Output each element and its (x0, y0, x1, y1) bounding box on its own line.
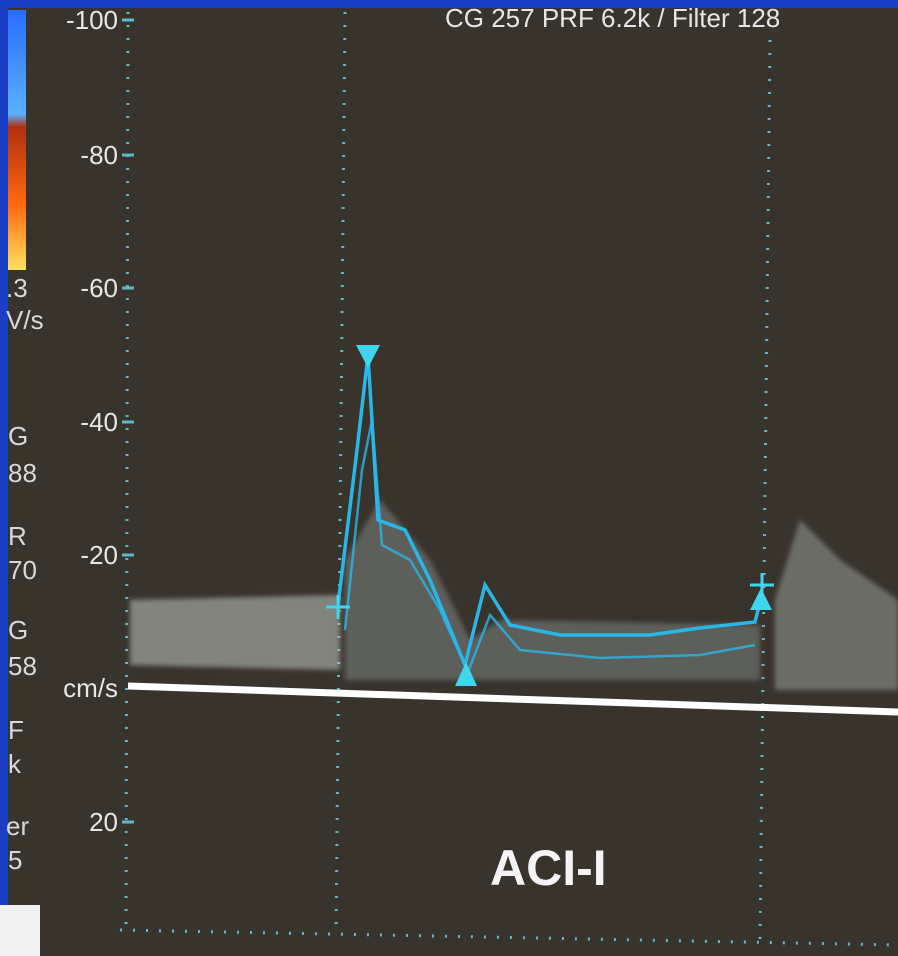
side-label: R (8, 521, 27, 551)
axis-tick-label: 20 (89, 807, 118, 837)
side-label: 5 (8, 845, 22, 875)
side-label: 88 (8, 458, 37, 488)
axis-tick-label: -40 (80, 407, 118, 437)
axis-tick-label: -60 (80, 273, 118, 303)
side-label: G (8, 421, 28, 451)
side-label: 58 (8, 651, 37, 681)
ultrasound-screen: CG 257 PRF 6.2k / Filter 128 -100 -80 -6… (0, 0, 898, 956)
axis-tick-label: -100 (66, 5, 118, 35)
side-label: F (8, 715, 24, 745)
axis-tick-label: -20 (80, 540, 118, 570)
color-bar (8, 10, 26, 270)
side-label: G (8, 615, 28, 645)
side-label: k (8, 749, 22, 779)
side-label: V/s (6, 305, 44, 335)
axis-tick-label: -80 (80, 140, 118, 170)
header-settings: CG 257 PRF 6.2k / Filter 128 (445, 3, 780, 33)
vessel-label: ACI-I (490, 840, 607, 896)
side-label: .3 (6, 273, 28, 303)
side-label: 70 (8, 555, 37, 585)
corner-patch (0, 905, 40, 956)
side-label: er (6, 811, 29, 841)
axis-unit: cm/s (63, 673, 118, 703)
